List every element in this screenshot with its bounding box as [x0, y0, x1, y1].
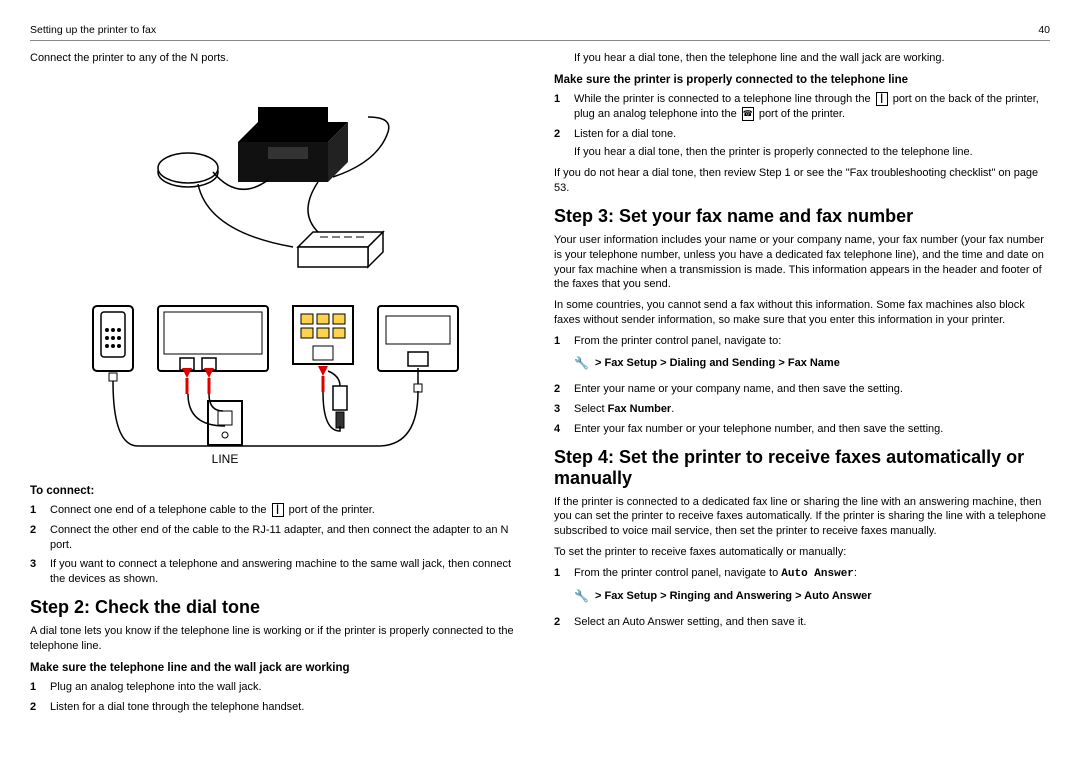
list-item: 1 From the printer control panel, naviga…	[554, 334, 1050, 377]
step-2-body: A dial tone lets you know if the telepho…	[30, 624, 526, 654]
list-item: 3 Select Fax Number.	[554, 402, 1050, 417]
list-item: 1 Connect one end of a telephone cable t…	[30, 503, 526, 518]
connect-steps: 1 Connect one end of a telephone cable t…	[30, 503, 526, 587]
list-item: 1Plug an analog telephone into the wall …	[30, 680, 526, 695]
two-column-layout: Connect the printer to any of the N port…	[30, 51, 1050, 720]
list-item: 2Connect the other end of the cable to t…	[30, 523, 526, 553]
right-column: If you hear a dial tone, then the teleph…	[554, 51, 1050, 720]
list-item: 4Enter your fax number or your telephone…	[554, 422, 1050, 437]
step-3-body-2: In some countries, you cannot send a fax…	[554, 298, 1050, 328]
list-item: 2Select an Auto Answer setting, and then…	[554, 615, 1050, 630]
step-3-body-1: Your user information includes your name…	[554, 233, 1050, 292]
ext-port-icon: ☎	[742, 107, 754, 121]
no-dial-tone-note: If you do not hear a dial tone, then rev…	[554, 166, 1050, 196]
dial-tone-result: If you hear a dial tone, then the teleph…	[574, 51, 1050, 66]
list-item: 3If you want to connect a telephone and …	[30, 557, 526, 587]
list-item: 1 While the printer is connected to a te…	[554, 92, 1050, 122]
list-item: 2 Listen for a dial tone. If you hear a …	[554, 127, 1050, 161]
step-4-heading: Step 4: Set the printer to receive faxes…	[554, 447, 1050, 489]
header-left: Setting up the printer to fax	[30, 24, 156, 36]
wrench-icon: 🔧	[574, 588, 589, 604]
left-column: Connect the printer to any of the N port…	[30, 51, 526, 720]
step-3-steps: 1 From the printer control panel, naviga…	[554, 334, 1050, 437]
line-port-icon: ┃	[876, 92, 888, 106]
step-4-body-2: To set the printer to receive faxes auto…	[554, 545, 1050, 560]
left-intro: Connect the printer to any of the N port…	[30, 51, 526, 66]
step-4-steps: 1 From the printer control panel, naviga…	[554, 566, 1050, 630]
step-2-sub: Make sure the telephone line and the wal…	[30, 662, 526, 674]
right-sub-1: Make sure the printer is properly connec…	[554, 74, 1050, 86]
header-page-number: 40	[1038, 24, 1050, 36]
nav-path: 🔧 > Fax Setup > Ringing and Answering > …	[574, 588, 1050, 604]
figure-wiring-diagram: LINE	[30, 296, 526, 471]
line-port-icon: ┃	[272, 503, 284, 517]
svg-text:LINE: LINE	[212, 452, 239, 466]
sub1-steps: 1 While the printer is connected to a te…	[554, 92, 1050, 160]
nav-path: 🔧 > Fax Setup > Dialing and Sending > Fa…	[574, 355, 1050, 371]
step-4-body-1: If the printer is connected to a dedicat…	[554, 495, 1050, 540]
to-connect-heading: To connect:	[30, 485, 526, 497]
list-item: 1 From the printer control panel, naviga…	[554, 566, 1050, 610]
step-2-heading: Step 2: Check the dial tone	[30, 597, 526, 618]
step-3-heading: Step 3: Set your fax name and fax number	[554, 206, 1050, 227]
wrench-icon: 🔧	[574, 355, 589, 371]
figure-printer-nports	[30, 72, 526, 282]
page-header: Setting up the printer to fax 40	[30, 24, 1050, 41]
list-item: 2Listen for a dial tone through the tele…	[30, 700, 526, 715]
step-2-steps: 1Plug an analog telephone into the wall …	[30, 680, 526, 715]
list-item: 2Enter your name or your company name, a…	[554, 382, 1050, 397]
